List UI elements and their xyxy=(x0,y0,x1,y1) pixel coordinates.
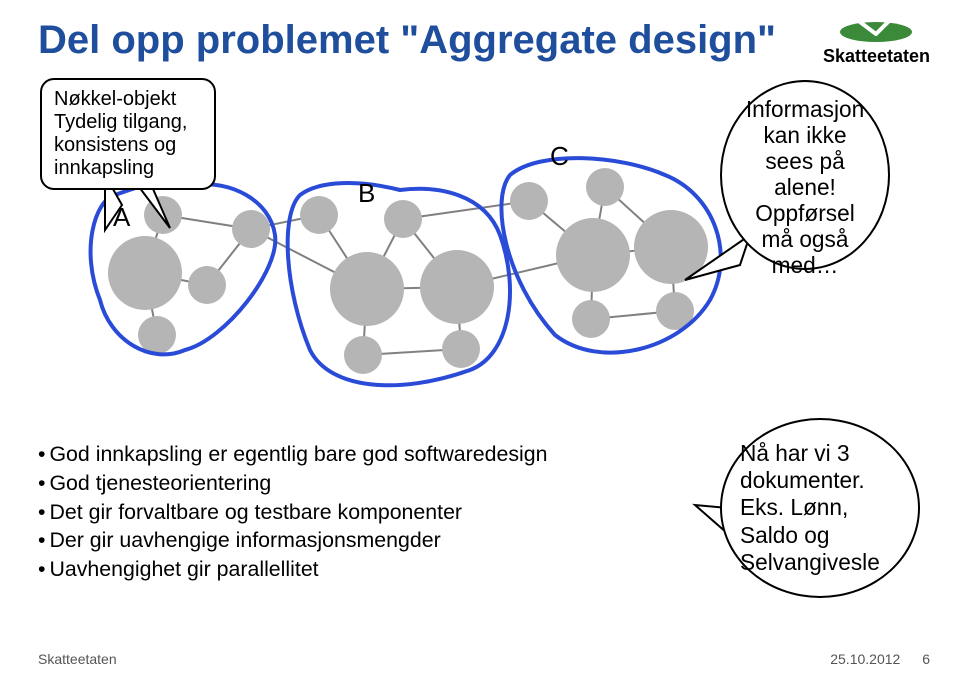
label-C: C xyxy=(550,141,569,172)
slide: Del opp problemet "Aggregate design" Ska… xyxy=(0,0,960,681)
node-a5 xyxy=(138,316,176,354)
speech-line: sees på xyxy=(740,148,870,174)
callout-line: Tydelig tilgang, xyxy=(54,111,202,134)
speech-bubble-2: Nå har vi 3dokumenter. Eks. Lønn,Saldo o… xyxy=(720,418,920,598)
node-b6 xyxy=(442,330,480,368)
speech-line: Selvangivesle xyxy=(740,549,900,576)
node-a3 xyxy=(188,266,226,304)
speech-line: Oppførsel xyxy=(740,200,870,226)
node-c2 xyxy=(586,168,624,206)
callout-line: innkapsling xyxy=(54,157,202,180)
speech-line: kan ikke xyxy=(740,122,870,148)
node-b2 xyxy=(384,200,422,238)
speech-line: Informasjon xyxy=(740,96,870,122)
speech-line: dokumenter. xyxy=(740,467,900,494)
label-B: B xyxy=(358,178,375,209)
speech-documents: Nå har vi 3dokumenter. Eks. Lønn,Saldo o… xyxy=(720,418,920,598)
speech-line: Eks. Lønn, xyxy=(740,494,900,521)
node-b4 xyxy=(420,250,494,324)
node-a4 xyxy=(232,210,270,248)
node-b1 xyxy=(300,196,338,234)
node-b5 xyxy=(344,336,382,374)
callout-line: Nøkkel-objekt xyxy=(54,88,202,111)
node-c1 xyxy=(510,182,548,220)
callout-line: konsistens og xyxy=(54,134,202,157)
node-b3 xyxy=(330,252,404,326)
speech-line: Saldo og xyxy=(740,522,900,549)
node-c5 xyxy=(572,300,610,338)
speech-line: må også xyxy=(740,226,870,252)
node-c3 xyxy=(556,218,630,292)
callout-key-object: Nøkkel-objektTydelig tilgang,konsistens … xyxy=(40,78,216,190)
speech-bubble: Informasjonkan ikkesees påalene!Oppførse… xyxy=(720,80,890,270)
speech-line: alene! xyxy=(740,174,870,200)
label-A: A xyxy=(113,202,130,233)
speech-line: Nå har vi 3 xyxy=(740,440,900,467)
speech-info-behavior: Informasjonkan ikkesees påalene!Oppførse… xyxy=(720,80,890,270)
speech-line: med… xyxy=(740,252,870,278)
